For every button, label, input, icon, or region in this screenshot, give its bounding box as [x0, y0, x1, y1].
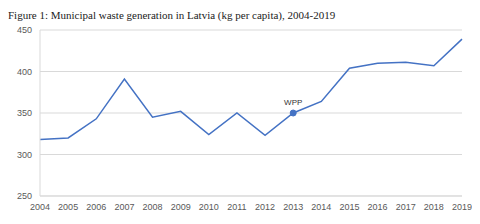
svg-text:2008: 2008 — [143, 202, 163, 212]
svg-text:350: 350 — [17, 108, 32, 118]
svg-text:2017: 2017 — [396, 202, 416, 212]
svg-text:2010: 2010 — [199, 202, 219, 212]
svg-text:2016: 2016 — [368, 202, 388, 212]
svg-text:300: 300 — [17, 150, 32, 160]
svg-text:2011: 2011 — [227, 202, 246, 212]
svg-text:2015: 2015 — [339, 202, 359, 212]
html-text:Figure 1: Municipal waste gene: Figure 1: Municipal waste generation in … — [8, 9, 336, 21]
svg-text:2012: 2012 — [255, 202, 275, 212]
svg-text:2006: 2006 — [86, 202, 106, 212]
svg-text:2019: 2019 — [452, 202, 472, 212]
svg-text:2004: 2004 — [30, 202, 50, 212]
svg-text:2005: 2005 — [58, 202, 78, 212]
svg-text:2013: 2013 — [283, 202, 303, 212]
svg-text:450: 450 — [17, 25, 32, 35]
svg-text:2007: 2007 — [114, 202, 134, 212]
svg-text:400: 400 — [17, 67, 32, 77]
svg-text:250: 250 — [17, 191, 32, 201]
svg-text:2014: 2014 — [311, 202, 331, 212]
svg-text:WPP: WPP — [284, 98, 302, 107]
svg-text:2009: 2009 — [171, 202, 191, 212]
svg-text:2018: 2018 — [424, 202, 444, 212]
